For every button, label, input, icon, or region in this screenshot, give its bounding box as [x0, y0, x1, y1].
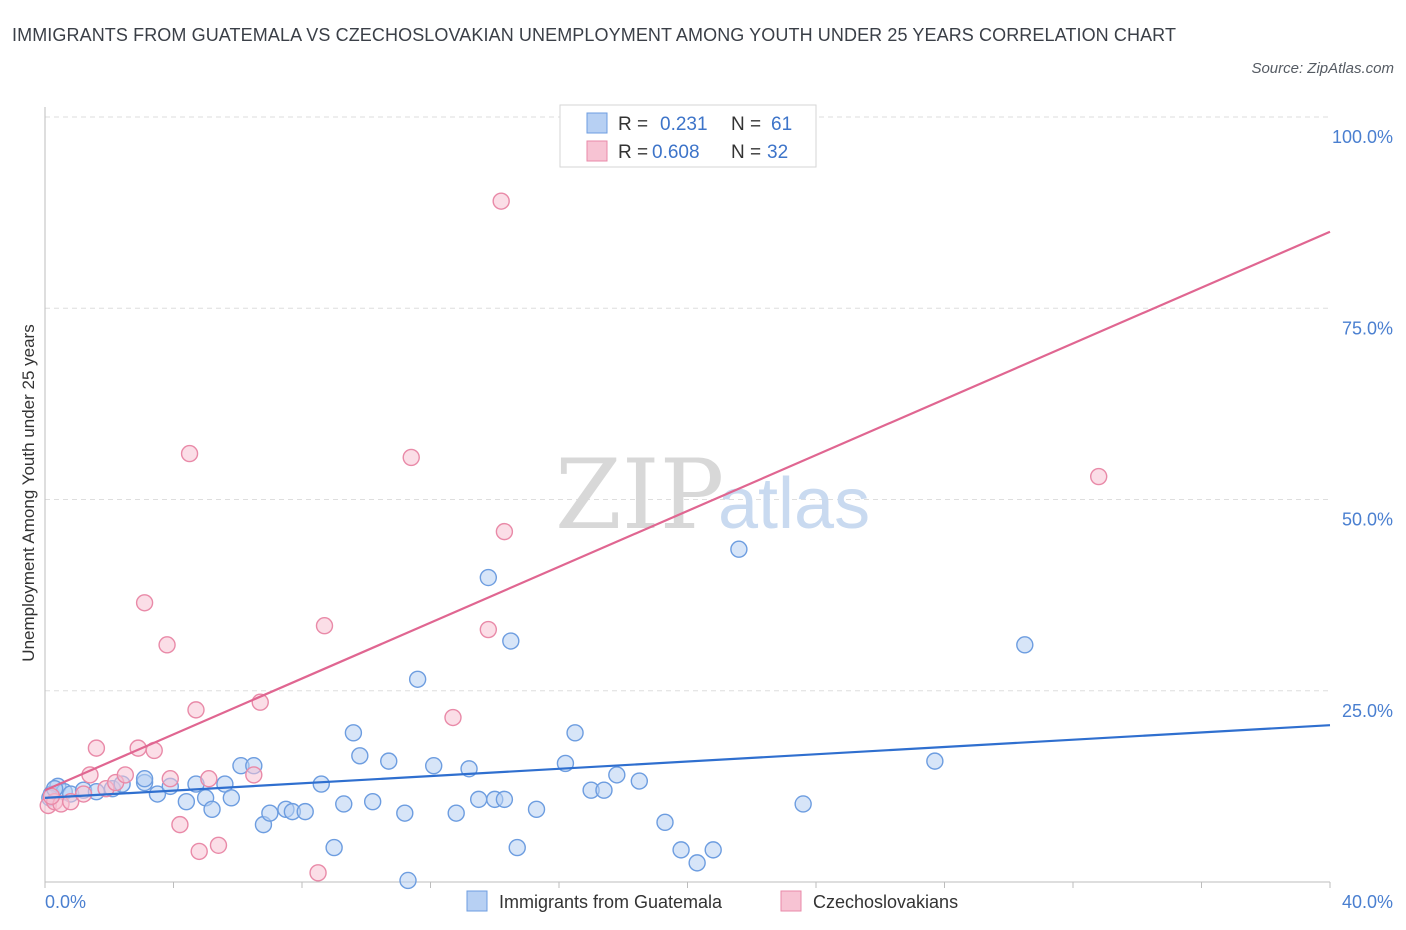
bottom-legend-label-czechoslovakians: Czechoslovakians	[813, 892, 958, 912]
legend-n-value-czechoslovakians: 32	[767, 142, 788, 163]
legend-r-value-guatemala: 0.231	[660, 114, 708, 135]
watermark-zip: ZIP	[555, 439, 724, 551]
legend-swatch-czechoslovakians	[586, 140, 608, 162]
point-guatemala-34	[408, 670, 427, 688]
point-guatemala-48	[595, 781, 613, 799]
point-guatemala-56	[794, 795, 812, 813]
y-tick-label-3: 100.0%	[1332, 127, 1393, 147]
y-tick-label-1: 50.0%	[1342, 510, 1393, 530]
legend-swatch-guatemala	[586, 112, 608, 134]
bottom-legend-label-guatemala: Immigrants from Guatemala	[499, 892, 723, 912]
point-czechoslovakians-6	[87, 739, 106, 757]
point-guatemala-35	[425, 757, 443, 775]
point-guatemala-15	[203, 800, 221, 819]
point-czechoslovakians-23	[309, 864, 327, 882]
bottom-legend-swatch-czechoslovakians	[780, 890, 802, 912]
bottom-legend-swatch-guatemala	[466, 890, 488, 912]
point-guatemala-9	[135, 770, 154, 788]
series-legend: Immigrants from Guatemala Czechoslovakia…	[466, 890, 958, 912]
point-guatemala-54	[704, 841, 722, 859]
point-guatemala-51	[656, 813, 674, 832]
point-czechoslovakians-13	[158, 636, 176, 654]
point-guatemala-53	[688, 854, 706, 872]
gridlines	[45, 116, 1330, 692]
axes	[44, 107, 1331, 888]
point-guatemala-33	[399, 871, 417, 890]
watermark-atlas: atlas	[718, 464, 870, 544]
point-guatemala-26	[325, 838, 343, 857]
point-czechoslovakians-29	[492, 192, 510, 210]
point-guatemala-25	[312, 775, 330, 793]
point-czechoslovakians-9	[116, 766, 135, 784]
legend-r-label-czechoslovakians: R =	[618, 142, 648, 163]
point-czechoslovakians-11	[135, 594, 154, 612]
point-guatemala-42	[502, 632, 520, 650]
point-czechoslovakians-14	[161, 770, 179, 788]
stats-legend: R = 0.231 N = 61 R = 0.608 N = 32	[559, 104, 817, 168]
point-guatemala-36	[447, 804, 465, 822]
point-guatemala-12	[177, 792, 196, 811]
point-guatemala-17	[222, 789, 241, 807]
y-tick-label-0: 25.0%	[1342, 701, 1393, 721]
point-guatemala-58	[1016, 636, 1034, 654]
legend-r-value-czechoslovakians: 0.608	[652, 142, 700, 163]
legend-n-value-guatemala: 61	[771, 114, 792, 135]
point-guatemala-44	[527, 800, 546, 819]
point-guatemala-28	[344, 724, 363, 742]
point-guatemala-10	[148, 785, 167, 803]
point-czechoslovakians-4	[74, 785, 93, 803]
point-czechoslovakians-25	[402, 448, 420, 467]
point-guatemala-50	[630, 772, 649, 790]
chart-title: IMMIGRANTS FROM GUATEMALA VS CZECHOSLOVA…	[12, 25, 1177, 45]
trend-line-guatemala	[44, 724, 1331, 799]
y-tick-labels: 25.0% 50.0% 75.0% 100.0%	[1332, 127, 1393, 721]
y-axis-label: Unemployment Among Youth under 25 years	[19, 324, 38, 661]
point-czechoslovakians-19	[200, 770, 218, 788]
point-guatemala-41	[495, 790, 514, 809]
point-czechoslovakians-27	[479, 620, 498, 639]
watermark: ZIP atlas	[555, 439, 870, 551]
point-guatemala-49	[608, 766, 626, 784]
point-guatemala-55	[730, 540, 748, 558]
series-czechoslovakians-points	[39, 192, 1108, 882]
point-guatemala-38	[469, 790, 488, 809]
point-guatemala-24	[296, 802, 314, 821]
point-guatemala-31	[380, 752, 398, 770]
x-tick-label-min: 0.0%	[45, 892, 86, 912]
point-guatemala-43	[508, 838, 526, 857]
point-guatemala-27	[335, 795, 353, 813]
point-czechoslovakians-15	[171, 815, 189, 834]
point-czechoslovakians-28	[495, 522, 514, 541]
point-guatemala-39	[479, 568, 498, 587]
point-guatemala-30	[363, 792, 382, 811]
point-guatemala-21	[261, 804, 279, 822]
point-guatemala-32	[396, 804, 414, 822]
point-czechoslovakians-17	[187, 701, 205, 719]
source-credit: Source: ZipAtlas.com	[1251, 60, 1394, 77]
legend-n-label-guatemala: N =	[731, 114, 761, 135]
point-guatemala-29	[351, 747, 369, 765]
point-guatemala-57	[926, 752, 944, 770]
point-czechoslovakians-20	[209, 836, 228, 854]
point-czechoslovakians-18	[190, 842, 208, 861]
point-czechoslovakians-21	[245, 766, 263, 784]
point-czechoslovakians-30	[1089, 467, 1108, 486]
point-guatemala-46	[566, 724, 584, 742]
point-guatemala-52	[672, 841, 690, 859]
point-czechoslovakians-16	[180, 444, 199, 463]
point-czechoslovakians-26	[444, 708, 462, 727]
point-czechoslovakians-24	[315, 617, 334, 635]
legend-r-label-guatemala: R =	[618, 114, 648, 135]
trend-lines	[44, 230, 1331, 799]
legend-n-label-czechoslovakians: N =	[731, 142, 761, 163]
x-tick-label-max: 40.0%	[1342, 892, 1393, 912]
y-tick-label-2: 75.0%	[1342, 318, 1393, 338]
trend-line-czechoslovakians	[44, 230, 1331, 792]
